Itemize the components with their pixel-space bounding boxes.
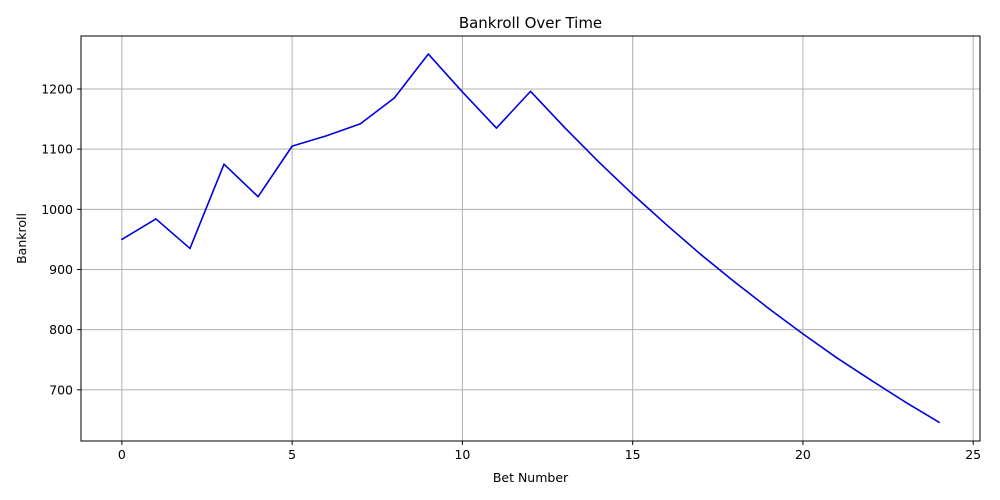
- x-tick-label: 20: [795, 447, 811, 462]
- bankroll-data-point: [121, 238, 123, 241]
- bankroll-data-point: [427, 53, 430, 55]
- bankroll-data-point: [529, 90, 532, 93]
- x-tick-label: 25: [965, 447, 981, 462]
- bankroll-data-point: [836, 357, 838, 359]
- series-layer: [121, 53, 940, 424]
- y-tick-label: 1200: [41, 81, 73, 96]
- bankroll-data-point: [768, 307, 770, 310]
- x-tick-label: 5: [288, 447, 296, 462]
- bankroll-data-point: [223, 163, 225, 165]
- bankroll-data-point: [563, 126, 566, 129]
- y-tick-label: 1100: [41, 142, 73, 157]
- x-axis-label: Bet Number: [493, 470, 569, 485]
- bankroll-data-point: [291, 145, 293, 147]
- bankroll-data-point: [938, 421, 940, 424]
- bankroll-data-point: [597, 160, 600, 163]
- grid: [81, 36, 980, 441]
- y-tick-label: 800: [49, 322, 73, 337]
- y-tick-label: 1000: [41, 202, 73, 217]
- bankroll-data-point: [495, 127, 498, 129]
- x-tick-label: 0: [118, 447, 126, 462]
- bankroll-data-point: [257, 195, 259, 198]
- y-axis-label: Bankroll: [14, 213, 29, 264]
- bankroll-data-point: [631, 193, 634, 196]
- plot-frame: [80, 35, 981, 442]
- bankroll-series-line: [121, 53, 940, 424]
- bankroll-data-point: [155, 218, 157, 220]
- chart-title: Bankroll Over Time: [459, 14, 602, 32]
- ticks: 0 5 10 15 20 25 700 800 900 1000 1100 1200: [41, 81, 981, 462]
- y-tick-label: 900: [49, 262, 73, 277]
- bankroll-data-point: [699, 253, 702, 256]
- bankroll-data-point: [189, 247, 191, 250]
- bankroll-data-point: [802, 333, 804, 335]
- bankroll-data-point: [393, 97, 396, 99]
- bankroll-data-point: [870, 379, 872, 382]
- bankroll-data-point: [734, 281, 736, 283]
- bankroll-data-point: [665, 224, 668, 226]
- bankroll-data-point: [325, 135, 327, 137]
- bankroll-data-point: [359, 123, 362, 125]
- y-tick-label: 700: [49, 382, 73, 397]
- bankroll-data-point: [904, 401, 906, 403]
- x-tick-label: 15: [625, 447, 641, 462]
- x-tick-label: 10: [454, 447, 470, 462]
- bankroll-data-point: [461, 91, 464, 93]
